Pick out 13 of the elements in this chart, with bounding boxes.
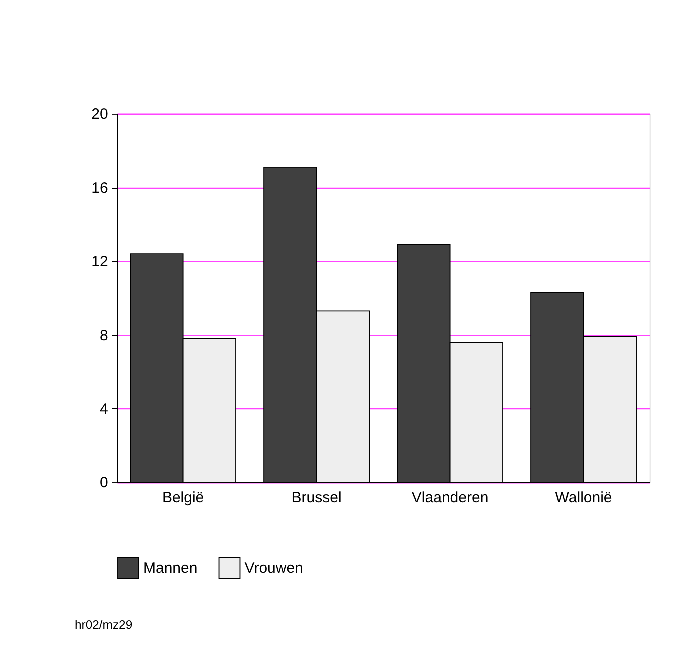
y-tick-label: 16 [92, 180, 108, 197]
x-tick-label: België [162, 490, 204, 507]
legend-label: Mannen [143, 560, 198, 577]
x-tick-label: Wallonië [555, 490, 612, 507]
y-tick-label: 8 [100, 327, 108, 344]
x-tick-label: Brussel [292, 490, 342, 507]
text: hr02/mz29 [75, 618, 133, 632]
y-tick-label: 12 [92, 254, 108, 271]
legend-label: Vrouwen [244, 560, 304, 577]
x-tick-label: Vlaanderen [412, 490, 489, 507]
y-tick-label: 20 [92, 106, 108, 124]
y-tick-label: 4 [100, 400, 108, 418]
y-tick-label: 0 [100, 474, 108, 492]
